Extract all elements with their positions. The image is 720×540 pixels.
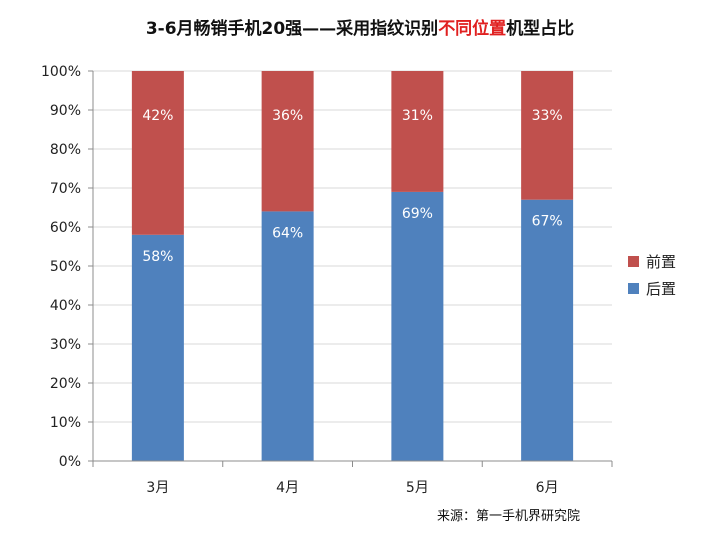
source-text: 来源：第一手机界研究院 bbox=[437, 509, 580, 524]
y-tick-label: 40% bbox=[50, 298, 81, 314]
x-axis: 3月 4月 5月 6月 bbox=[92, 71, 613, 496]
chart-title: 3-6月畅销手机20强——采用指纹识别不同位置机型占比 bbox=[146, 18, 574, 39]
bar-front bbox=[521, 71, 574, 200]
source-note: 来源：第一手机界研究院 bbox=[437, 509, 580, 524]
data-label-rear: 64% bbox=[272, 225, 303, 241]
chart-title-text: 3-6月畅销手机20强——采用指纹识别不同位置机型占比 bbox=[146, 18, 574, 39]
y-tick-label: 30% bbox=[50, 337, 81, 353]
y-tick-label: 100% bbox=[41, 64, 81, 80]
data-label-front: 31% bbox=[402, 108, 433, 124]
x-category-label: 6月 bbox=[536, 480, 559, 496]
y-tick-label: 60% bbox=[50, 220, 81, 236]
data-labels: 58% 42% 64% 36% 69% 31% 67% 33% bbox=[142, 108, 562, 265]
bars bbox=[131, 71, 574, 461]
y-axis-ticks: 0% 10% 20% 30% 40% 50% 60% 70% 80% 90% 100% bbox=[41, 64, 93, 470]
x-category-label: 5月 bbox=[406, 480, 429, 496]
bar-rear bbox=[131, 234, 184, 461]
data-label-rear: 67% bbox=[532, 214, 563, 230]
bar-front bbox=[261, 71, 314, 212]
title-part-1: 不同位置 bbox=[438, 18, 506, 39]
title-part-2: 机型占比 bbox=[506, 18, 574, 39]
data-label-rear: 69% bbox=[402, 206, 433, 222]
data-label-rear: 58% bbox=[142, 249, 173, 265]
bar-front bbox=[391, 71, 444, 192]
bar-rear bbox=[261, 211, 314, 461]
legend-swatch bbox=[628, 256, 639, 267]
y-tick-label: 20% bbox=[50, 376, 81, 392]
y-tick-label: 10% bbox=[50, 415, 81, 431]
y-tick-label: 0% bbox=[59, 454, 81, 470]
bar-front bbox=[131, 71, 184, 235]
y-tick-label: 90% bbox=[50, 103, 81, 119]
x-category-label: 3月 bbox=[146, 480, 169, 496]
bar-rear bbox=[521, 199, 574, 461]
data-label-front: 42% bbox=[142, 108, 173, 124]
y-tick-label: 70% bbox=[50, 181, 81, 197]
data-label-front: 36% bbox=[272, 108, 303, 124]
bar-rear bbox=[391, 191, 444, 461]
title-part-0: 3-6月畅销手机20强——采用指纹识别 bbox=[146, 18, 438, 39]
y-tick-label: 50% bbox=[50, 259, 81, 275]
legend-label: 前置 bbox=[646, 253, 676, 271]
legend-label: 后置 bbox=[646, 280, 676, 298]
legend-swatch bbox=[628, 283, 639, 294]
data-label-front: 33% bbox=[532, 108, 563, 124]
x-category-label: 4月 bbox=[276, 480, 299, 496]
y-tick-label: 80% bbox=[50, 142, 81, 158]
